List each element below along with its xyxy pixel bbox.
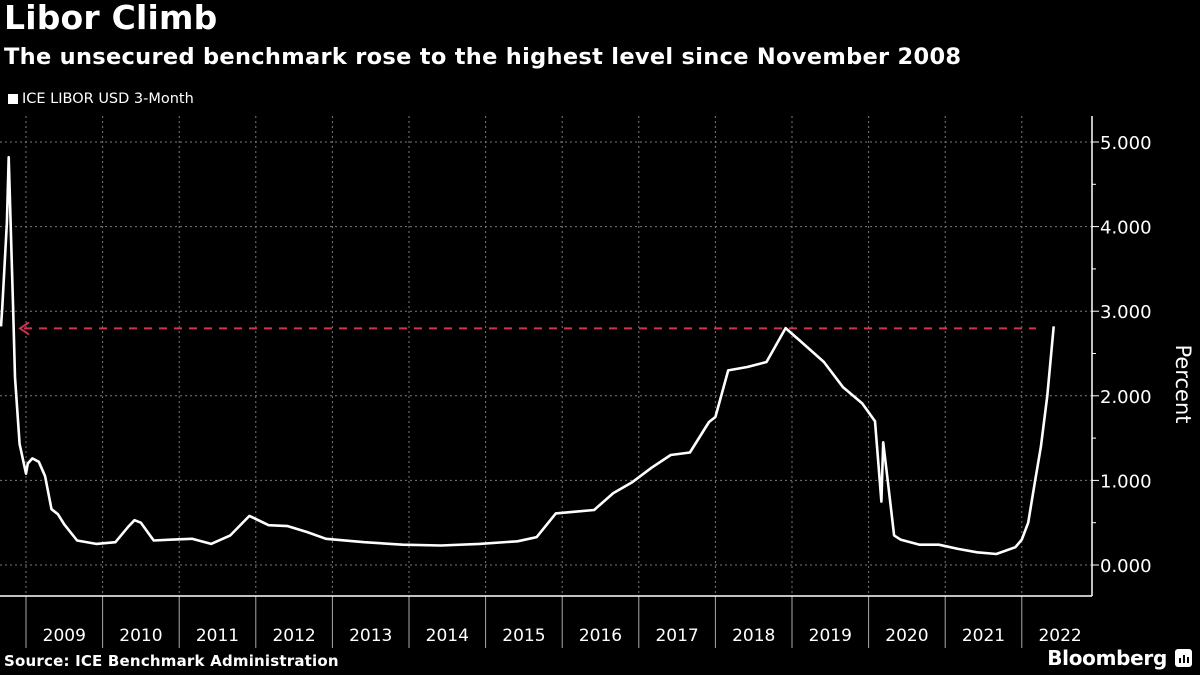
y-tick-label: 5.000 [1100,133,1152,154]
legend-swatch-icon [8,94,18,104]
x-tick-label: 2021 [962,626,1005,646]
y-tick-label: 2.000 [1100,387,1152,408]
x-axis-labels: 2009 2010 2011 2012 2013 2014 2015 2016 2017 2018… [43,626,1082,646]
x-tick-label: 2018 [732,626,775,646]
y-tick-label: 1.000 [1100,471,1152,492]
chart-subtitle: The unsecured benchmark rose to the high… [4,44,962,70]
x-tick-label: 2013 [349,626,392,646]
x-tick-label: 2015 [502,626,545,646]
x-tick-label: 2012 [272,626,315,646]
gridlines [0,116,1092,596]
x-tick-label: 2016 [579,626,622,646]
y-axis-title: Percent [1171,344,1195,423]
x-tick-label: 2022 [1038,626,1081,646]
x-tick-label: 2010 [119,626,162,646]
reference-line [18,321,1036,336]
x-tick-label: 2011 [196,626,239,646]
y-tick-label: 3.000 [1100,302,1152,323]
y-axis-labels: 0.000 1.000 2.000 3.000 4.000 5.000 [1100,133,1152,577]
chart-title: Libor Climb [4,0,218,37]
legend-label: ICE LIBOR USD 3-Month [22,91,194,107]
x-tick-label: 2009 [43,626,86,646]
x-tick-label: 2020 [885,626,928,646]
x-tick-label: 2019 [809,626,852,646]
series-line-libor [0,155,1055,556]
brand: Bloomberg [1047,646,1192,670]
arrowhead-icon [18,321,30,336]
x-tick-label: 2017 [655,626,698,646]
legend: ICE LIBOR USD 3-Month [8,91,194,107]
bloomberg-logo-icon [1175,649,1192,667]
axes [0,116,1099,648]
x-tick-label: 2014 [426,626,469,646]
y-tick-label: 4.000 [1100,218,1152,239]
source-note: Source: ICE Benchmark Administration [4,652,339,670]
brand-name: Bloomberg [1047,646,1167,670]
y-tick-label: 0.000 [1100,556,1152,577]
